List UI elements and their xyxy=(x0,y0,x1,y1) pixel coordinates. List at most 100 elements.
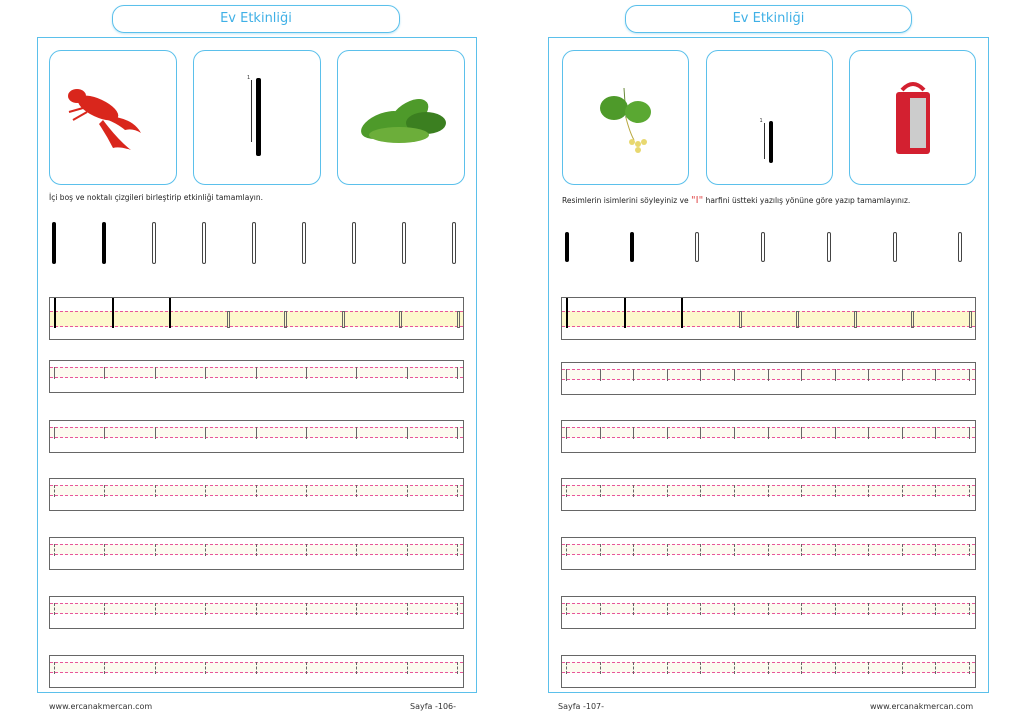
lantern-card xyxy=(849,50,976,185)
trace-stroke xyxy=(154,662,157,674)
outline-stroke xyxy=(302,222,306,264)
outline-stroke xyxy=(695,232,699,262)
trace-stroke xyxy=(767,662,770,674)
trace-stroke xyxy=(154,367,157,379)
writing-row xyxy=(561,655,976,688)
guide-band xyxy=(562,603,975,614)
trace-stroke xyxy=(566,603,568,615)
trace-stroke xyxy=(666,662,669,674)
trace-stroke xyxy=(566,544,568,556)
guide-band xyxy=(50,485,463,496)
trace-stroke xyxy=(767,603,770,615)
trace-stroke xyxy=(834,544,837,556)
trace-stroke xyxy=(205,603,207,615)
trace-stroke xyxy=(566,485,568,497)
trace-stroke xyxy=(104,427,106,439)
trace-stroke xyxy=(566,662,568,674)
trace-stroke xyxy=(733,603,736,615)
trace-stroke xyxy=(901,662,904,674)
spinach-card xyxy=(337,50,465,185)
red-lantern-image xyxy=(895,81,930,154)
writing-row xyxy=(561,537,976,570)
trace-stroke xyxy=(104,603,106,615)
trace-stroke xyxy=(801,603,803,615)
outline-stroke xyxy=(893,232,897,262)
right-footer-page: Sayfa -107- xyxy=(558,702,605,711)
trace-stroke xyxy=(457,485,459,497)
right-instruction: Resimlerin isimlerini söyleyiniz ve "I" … xyxy=(562,195,910,206)
letter-I-stroke xyxy=(256,77,261,156)
trace-stroke xyxy=(599,603,602,615)
trace-stroke xyxy=(205,427,207,439)
trace-stroke xyxy=(599,544,602,556)
guide-band xyxy=(50,311,463,327)
writing-row xyxy=(561,478,976,511)
trace-stroke xyxy=(457,544,459,556)
trace-stroke xyxy=(226,311,230,328)
trace-stroke xyxy=(868,369,870,381)
instruction-letter: "I" xyxy=(691,195,704,206)
trace-stroke xyxy=(205,485,207,497)
trace-stroke xyxy=(901,544,904,556)
trace-stroke xyxy=(356,544,358,556)
trace-stroke xyxy=(54,427,56,439)
trace-stroke xyxy=(104,544,106,556)
trace-stroke xyxy=(901,603,904,615)
guide-band xyxy=(50,603,463,614)
solid-stroke xyxy=(565,232,569,262)
trace-stroke xyxy=(566,369,568,381)
instruction-text: harfini üstteki yazılış yönüne göre yazı… xyxy=(705,196,911,205)
letter-I-stroke xyxy=(768,120,773,163)
trace-stroke xyxy=(406,544,409,556)
spinach-image xyxy=(360,99,446,143)
right-footer-site: www.ercanakmercan.com xyxy=(870,702,974,711)
outline-stroke xyxy=(827,232,831,262)
arrow-down-icon xyxy=(251,79,252,142)
trace-stroke xyxy=(935,662,937,674)
trace-stroke xyxy=(599,427,602,439)
trace-stroke xyxy=(54,662,56,674)
guide-band xyxy=(562,544,975,555)
trace-stroke xyxy=(255,662,258,674)
right-page-frame xyxy=(548,37,989,693)
trace-stroke xyxy=(911,311,915,328)
trace-stroke xyxy=(154,485,157,497)
trace-stroke xyxy=(54,485,56,497)
lobster-image xyxy=(68,88,141,150)
trace-stroke xyxy=(969,544,971,556)
trace-stroke xyxy=(104,485,106,497)
trace-stroke xyxy=(733,485,736,497)
trace-stroke xyxy=(700,485,702,497)
trace-stroke xyxy=(681,298,684,328)
trace-stroke xyxy=(700,427,702,439)
trace-stroke xyxy=(154,427,157,439)
trace-stroke xyxy=(104,662,106,674)
trace-stroke xyxy=(868,662,870,674)
trace-stroke xyxy=(356,367,358,379)
example-row xyxy=(561,297,976,340)
trace-stroke xyxy=(666,485,669,497)
left-instruction: İçi boş ve noktalı çizgileri birleştirip… xyxy=(49,193,263,202)
trace-stroke xyxy=(935,485,937,497)
trace-stroke xyxy=(305,662,308,674)
linden-card xyxy=(562,50,689,185)
trace-stroke xyxy=(399,311,403,328)
trace-stroke xyxy=(305,485,308,497)
writing-row xyxy=(49,596,464,629)
trace-stroke xyxy=(205,367,207,379)
writing-row xyxy=(49,420,464,453)
trace-stroke xyxy=(205,544,207,556)
trace-stroke xyxy=(868,427,870,439)
trace-stroke xyxy=(700,544,702,556)
guide-band xyxy=(562,485,975,496)
guide-band xyxy=(562,369,975,380)
trace-stroke xyxy=(834,603,837,615)
solid-stroke xyxy=(630,232,634,262)
trace-stroke xyxy=(154,544,157,556)
trace-stroke xyxy=(633,485,635,497)
outline-stroke xyxy=(352,222,356,264)
trace-stroke xyxy=(599,485,602,497)
trace-stroke xyxy=(666,369,669,381)
trace-stroke xyxy=(54,544,56,556)
trace-stroke xyxy=(255,603,258,615)
